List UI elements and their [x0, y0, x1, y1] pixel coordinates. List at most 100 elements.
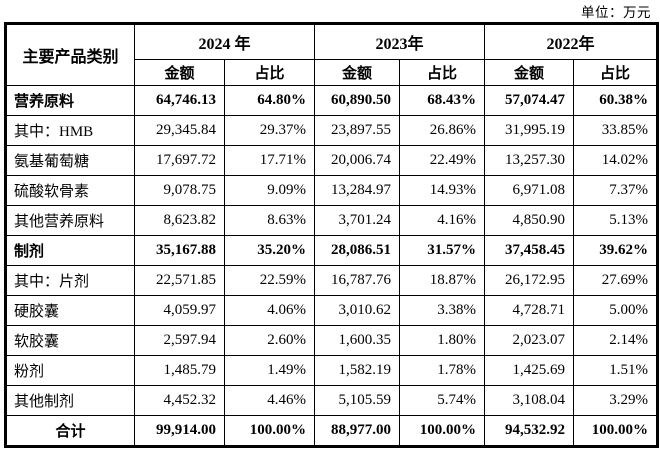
column-header-year-2023: 2023年 — [314, 23, 486, 60]
cell-value: 4.16% — [399, 205, 486, 236]
column-header-ratio-2022: 占比 — [573, 59, 659, 86]
row-label: 其中：HMB — [5, 115, 135, 146]
column-header-amount-2022: 金额 — [484, 59, 575, 86]
cell-value: 16,787.76 — [314, 265, 401, 296]
cell-value: 22.59% — [223, 265, 316, 296]
cell-value: 64,746.13 — [134, 85, 225, 116]
cell-value: 1.80% — [399, 325, 486, 356]
cell-value: 8,623.82 — [134, 205, 225, 236]
cell-value: 64.80% — [223, 85, 316, 116]
cell-value: 13,284.97 — [314, 175, 401, 206]
cell-value: 22,571.85 — [134, 265, 225, 296]
cell-value: 9,078.75 — [134, 175, 225, 206]
cell-value: 1,425.69 — [484, 355, 575, 386]
cell-value: 5.00% — [573, 295, 659, 326]
table-row: 氨基葡萄糖 17,697.72 17.71% 20,006.74 22.49% … — [5, 145, 659, 176]
table-row: 其中：片剂 22,571.85 22.59% 16,787.76 18.87% … — [5, 265, 659, 296]
table-row: 制剂 35,167.88 35.20% 28,086.51 31.57% 37,… — [5, 235, 659, 266]
cell-value: 23,897.55 — [314, 115, 401, 146]
cell-value: 35.20% — [223, 235, 316, 266]
row-label: 制剂 — [5, 235, 135, 266]
table-row: 其中：HMB 29,345.84 29.37% 23,897.55 26.86%… — [5, 115, 659, 146]
cell-value: 39.62% — [573, 235, 659, 266]
cell-value: 68.43% — [399, 85, 486, 116]
cell-value: 1.78% — [399, 355, 486, 386]
row-label: 其他制剂 — [5, 385, 135, 416]
table-row-total: 合计 99,914.00 100.00% 88,977.00 100.00% 9… — [5, 415, 659, 447]
header-row-subcolumns: 金额 占比 金额 占比 金额 占比 — [6, 59, 659, 86]
table-row: 营养原料 64,746.13 64.80% 60,890.50 68.43% 5… — [5, 85, 659, 116]
table-row: 粉剂 1,485.79 1.49% 1,582.19 1.78% 1,425.6… — [5, 355, 659, 386]
table-row: 硬胶囊 4,059.97 4.06% 3,010.62 3.38% 4,728.… — [5, 295, 659, 326]
cell-value: 20,006.74 — [314, 145, 401, 176]
header-row-years: 主要产品类别 2024 年 2023年 2022年 — [5, 23, 659, 86]
cell-value: 3,010.62 — [314, 295, 401, 326]
cell-value: 94,532.92 — [484, 415, 575, 447]
cell-value: 8.63% — [223, 205, 316, 236]
cell-value: 1.51% — [573, 355, 659, 386]
cell-value: 27.69% — [573, 265, 659, 296]
cell-value: 1,600.35 — [314, 325, 401, 356]
cell-value: 4,059.97 — [134, 295, 225, 326]
cell-value: 37,458.45 — [484, 235, 575, 266]
cell-value: 3,701.24 — [314, 205, 401, 236]
cell-value: 4.06% — [223, 295, 316, 326]
cell-value: 100.00% — [573, 415, 659, 447]
cell-value: 2,023.07 — [484, 325, 575, 356]
cell-value: 57,074.47 — [484, 85, 575, 116]
cell-value: 18.87% — [399, 265, 486, 296]
cell-value: 26.86% — [399, 115, 486, 146]
cell-value: 7.37% — [573, 175, 659, 206]
table-row: 其他营养原料 8,623.82 8.63% 3,701.24 4.16% 4,8… — [5, 205, 659, 236]
cell-value: 5.74% — [399, 385, 486, 416]
cell-value: 6,971.08 — [484, 175, 575, 206]
cell-value: 17,697.72 — [134, 145, 225, 176]
column-header-ratio-2023: 占比 — [399, 59, 486, 86]
product-revenue-table: 主要产品类别 2024 年 2023年 2022年 金额 占比 金额 占比 金额… — [4, 22, 660, 448]
row-label: 其中：片剂 — [5, 265, 135, 296]
row-label: 其他营养原料 — [5, 205, 135, 236]
cell-value: 2.60% — [223, 325, 316, 356]
cell-value: 3.38% — [399, 295, 486, 326]
cell-value: 35,167.88 — [134, 235, 225, 266]
cell-value: 9.09% — [223, 175, 316, 206]
row-label: 硬胶囊 — [5, 295, 135, 326]
cell-value: 5.13% — [573, 205, 659, 236]
cell-value: 22.49% — [399, 145, 486, 176]
cell-value: 60.38% — [573, 85, 659, 116]
row-label: 合计 — [5, 415, 135, 447]
row-label: 软胶囊 — [5, 325, 135, 356]
cell-value: 1.49% — [223, 355, 316, 386]
cell-value: 14.02% — [573, 145, 659, 176]
cell-value: 3.29% — [573, 385, 659, 416]
column-header-category: 主要产品类别 — [5, 23, 135, 86]
column-header-year-2022: 2022年 — [484, 23, 659, 60]
cell-value: 28,086.51 — [314, 235, 401, 266]
cell-value: 2.14% — [573, 325, 659, 356]
unit-label: 单位：万元 — [581, 5, 651, 20]
cell-value: 5,105.59 — [314, 385, 401, 416]
cell-value: 29.37% — [223, 115, 316, 146]
cell-value: 29,345.84 — [134, 115, 225, 146]
row-label: 硫酸软骨素 — [5, 175, 135, 206]
cell-value: 60,890.50 — [314, 85, 401, 116]
row-label: 氨基葡萄糖 — [5, 145, 135, 176]
table-row: 软胶囊 2,597.94 2.60% 1,600.35 1.80% 2,023.… — [5, 325, 659, 356]
cell-value: 100.00% — [399, 415, 486, 447]
cell-value: 99,914.00 — [134, 415, 225, 447]
cell-value: 3,108.04 — [484, 385, 575, 416]
cell-value: 31.57% — [399, 235, 486, 266]
column-header-ratio-2024: 占比 — [223, 59, 316, 86]
cell-value: 4,452.32 — [134, 385, 225, 416]
cell-value: 14.93% — [399, 175, 486, 206]
cell-value: 2,597.94 — [134, 325, 225, 356]
cell-value: 17.71% — [223, 145, 316, 176]
cell-value: 31,995.19 — [484, 115, 575, 146]
cell-value: 88,977.00 — [314, 415, 401, 447]
cell-value: 1,582.19 — [314, 355, 401, 386]
cell-value: 26,172.95 — [484, 265, 575, 296]
row-label: 营养原料 — [5, 85, 135, 116]
cell-value: 33.85% — [573, 115, 659, 146]
cell-value: 13,257.30 — [484, 145, 575, 176]
